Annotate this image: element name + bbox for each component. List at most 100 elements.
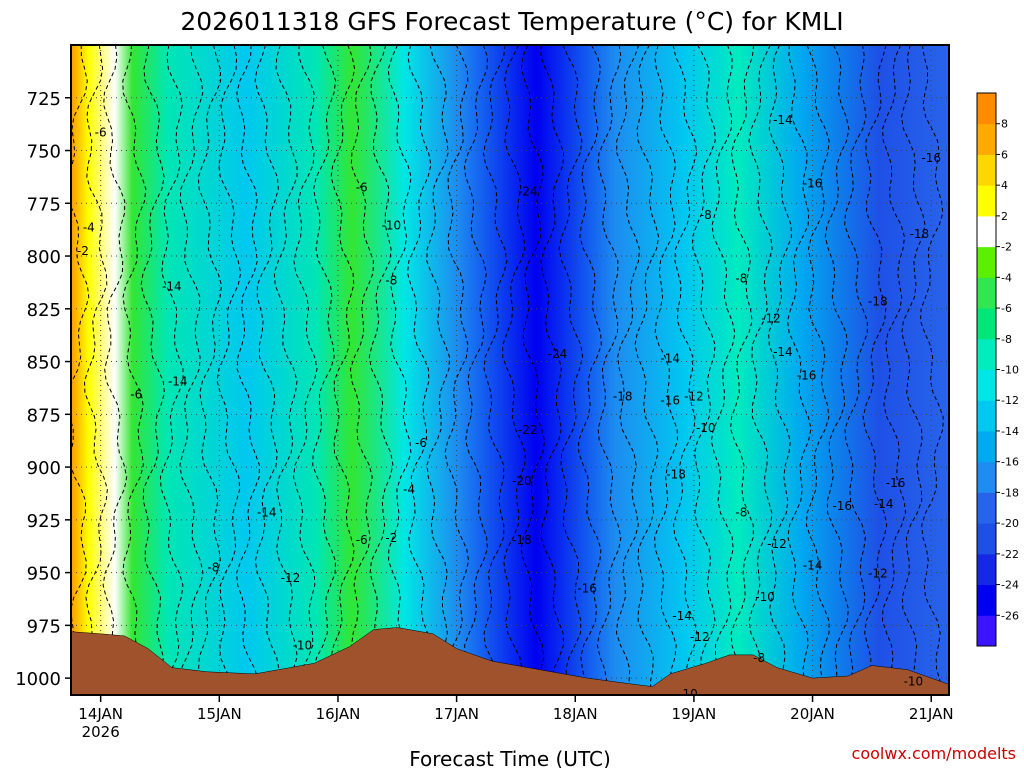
contour-line xyxy=(292,45,318,694)
colorbar-swatch xyxy=(977,461,996,493)
colorbar-swatch xyxy=(977,492,996,524)
plot-frame xyxy=(70,44,950,696)
contour-label: -20 xyxy=(512,474,532,488)
y-tick-label: 875 xyxy=(27,405,61,426)
colorbar-swatch xyxy=(977,215,996,248)
contour-label: -6 xyxy=(415,436,427,450)
contour-label: -10 xyxy=(293,638,313,652)
contour-line xyxy=(540,45,565,694)
contour-label: -12 xyxy=(868,567,888,581)
contour-line xyxy=(178,45,204,694)
contour-line xyxy=(578,45,602,694)
y-axis: 725 750 775 800 825 850 875 900 925 950 975 1000 xyxy=(15,89,71,690)
contour-label: -16 xyxy=(921,151,941,165)
contour-line xyxy=(748,45,773,694)
colorbar: 8 6 4 2 -2 -4 -6 -8 -10 -12 -14 -16 -18 -20 -22 -24 -26 xyxy=(976,92,1019,647)
contour-label: -6 xyxy=(356,181,368,195)
contour-line xyxy=(273,45,298,694)
contour-label: -2 xyxy=(385,531,397,545)
colorbar-label: -2 xyxy=(1001,241,1012,254)
contour-label: -8 xyxy=(207,560,219,574)
contour-label: -14 xyxy=(257,506,277,520)
colorbar-label: -10 xyxy=(1001,364,1019,377)
contour-line xyxy=(330,45,356,694)
colorbar-label: -12 xyxy=(1001,394,1019,407)
contour-line xyxy=(786,45,812,694)
contour-line xyxy=(387,45,412,694)
contour-label: -16 xyxy=(886,476,906,490)
contour-label: -14 xyxy=(672,609,692,623)
colorbar-label: 8 xyxy=(1001,118,1008,131)
contour-line xyxy=(881,45,907,694)
contour-line xyxy=(159,45,184,694)
credit-link[interactable]: coolwx.com/modelts xyxy=(852,744,1016,763)
colorbar-label: -14 xyxy=(1001,425,1019,438)
contour-label: -6 xyxy=(130,387,142,401)
colorbar-swatch xyxy=(977,277,996,309)
colorbar-swatch xyxy=(977,400,996,432)
contour-label: -4 xyxy=(83,221,95,235)
contour-label: -16 xyxy=(577,581,597,595)
y-tick-label: 925 xyxy=(27,511,61,532)
x-tick-label: 21JAN xyxy=(909,705,954,723)
colorbar-label: -16 xyxy=(1001,456,1019,469)
contour-line xyxy=(349,45,374,694)
contour-line xyxy=(768,45,792,694)
contour-line xyxy=(216,45,242,694)
contour-label: -12 xyxy=(767,537,787,551)
colorbar-label: -4 xyxy=(1001,271,1012,284)
contour-line xyxy=(520,45,546,694)
contour-line xyxy=(122,45,147,694)
contour-label: -14 xyxy=(162,280,182,294)
x-year-label: 2026 xyxy=(82,723,120,741)
contour-line xyxy=(312,45,337,694)
contour-line xyxy=(634,45,660,694)
contour-line xyxy=(672,45,698,694)
contour-line xyxy=(140,45,165,694)
contour-label: -8 xyxy=(735,271,747,285)
contour-line xyxy=(254,45,280,694)
contour-label: -14 xyxy=(660,351,680,365)
y-tick-label: 800 xyxy=(27,247,61,268)
colorbar-label: 2 xyxy=(1001,210,1008,223)
contour-line xyxy=(197,45,223,694)
contour-label: -12 xyxy=(761,311,781,325)
contour-label: -18 xyxy=(910,227,930,241)
contour-lines xyxy=(71,45,944,694)
colorbar-swatch xyxy=(977,369,996,401)
contour-label: -16 xyxy=(832,499,852,513)
contour-line xyxy=(691,45,716,694)
colorbar-swatch xyxy=(977,615,996,647)
contour-label: -10 xyxy=(696,421,716,435)
temperature-field xyxy=(71,45,949,695)
contour-line xyxy=(919,45,944,694)
contour-label: -6 xyxy=(95,126,107,140)
colorbar-label: -26 xyxy=(1001,609,1019,622)
gridlines xyxy=(71,45,949,695)
contour-label: -2 xyxy=(77,244,89,258)
colorbar-swatch xyxy=(977,338,996,370)
y-tick-label: 775 xyxy=(27,194,61,215)
colorbar-swatch xyxy=(977,553,996,586)
y-tick-label: 825 xyxy=(27,300,61,321)
x-axis: 14JAN 15JAN 16JAN 17JAN 18JAN 19JAN 20JAN 21JAN… xyxy=(78,695,954,741)
contour-label: -14 xyxy=(168,375,188,389)
contour-line xyxy=(596,45,622,694)
y-tick-label: 975 xyxy=(27,616,61,637)
colorbar-swatch xyxy=(977,154,996,186)
contour-label: -10 xyxy=(755,590,775,604)
colorbar-swatch xyxy=(977,246,996,278)
contour-line xyxy=(654,45,679,694)
x-tick-label: 16JAN xyxy=(316,705,361,723)
contour-line xyxy=(824,45,850,694)
contour-label: -12 xyxy=(690,630,710,644)
colorbar-swatch xyxy=(977,430,996,463)
colorbar-label: -20 xyxy=(1001,517,1019,530)
contour-label: -18 xyxy=(613,389,633,403)
x-tick-label: 18JAN xyxy=(553,705,598,723)
contour-line xyxy=(844,45,868,694)
contour-label: -16 xyxy=(660,394,680,408)
colorbar-label: -18 xyxy=(1001,486,1019,499)
y-tick-label: 900 xyxy=(27,458,61,479)
